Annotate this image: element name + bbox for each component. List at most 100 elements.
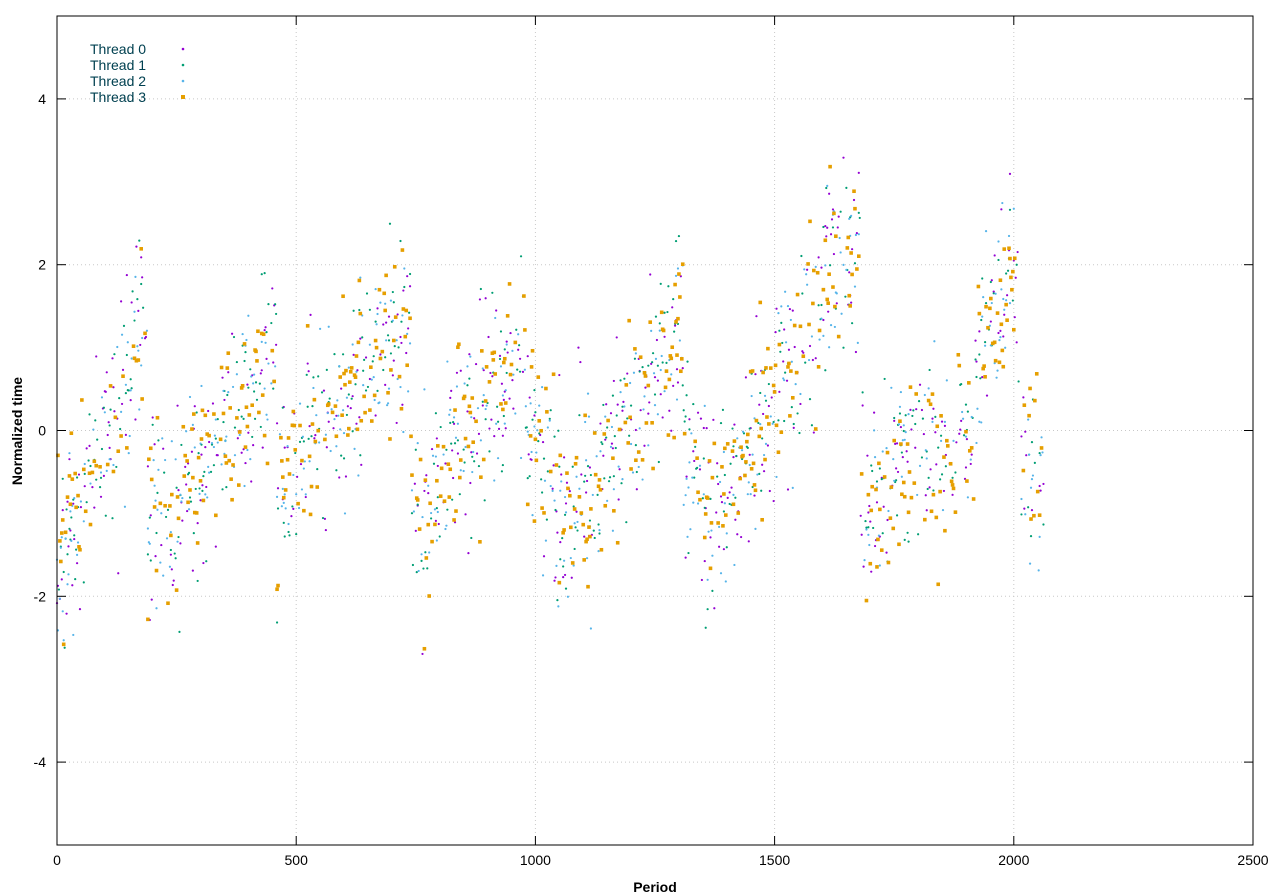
data-point (762, 453, 766, 457)
data-point (790, 405, 793, 409)
data-point (78, 547, 82, 552)
data-point (225, 366, 230, 370)
data-point (292, 473, 295, 477)
data-point (439, 425, 442, 429)
data-point (491, 358, 496, 362)
data-point (914, 392, 919, 396)
data-point (881, 450, 884, 453)
data-point (965, 479, 969, 483)
data-point (214, 513, 218, 518)
data-point (684, 494, 687, 497)
data-point (618, 468, 621, 471)
data-point (408, 316, 412, 321)
data-point (401, 403, 404, 406)
data-point (969, 446, 974, 450)
data-point (593, 536, 596, 540)
data-point (493, 479, 496, 482)
data-point (568, 493, 572, 498)
data-point (558, 453, 563, 458)
data-point (895, 467, 898, 470)
data-point (660, 354, 663, 358)
data-point (966, 410, 969, 413)
data-point (63, 646, 66, 649)
data-point (543, 479, 547, 482)
data-point (863, 559, 866, 562)
data-point (997, 240, 1000, 243)
data-point (1020, 435, 1023, 438)
data-point (561, 537, 564, 540)
data-point (725, 546, 728, 549)
data-point (430, 447, 434, 451)
data-point (791, 309, 794, 312)
data-point (545, 410, 549, 414)
data-point (438, 535, 441, 538)
data-point (526, 477, 529, 480)
data-point (698, 464, 702, 467)
data-point (433, 522, 437, 527)
data-point (692, 450, 695, 453)
data-point (149, 559, 152, 562)
data-point (656, 413, 659, 416)
data-point (469, 355, 472, 358)
data-point (653, 376, 657, 379)
data-point (629, 442, 633, 446)
data-point (501, 407, 505, 412)
data-point (765, 415, 769, 419)
data-point (63, 530, 68, 535)
data-point (643, 374, 648, 378)
data-point (549, 409, 552, 412)
data-point (940, 420, 944, 423)
data-point (676, 381, 680, 384)
data-point (313, 437, 316, 440)
data-point (826, 301, 830, 305)
data-point (71, 584, 74, 587)
data-point (952, 439, 955, 442)
data-point (98, 465, 102, 469)
data-point (180, 443, 183, 447)
data-point (717, 482, 720, 486)
data-point (546, 470, 549, 473)
data-point (60, 536, 63, 539)
data-point (1015, 263, 1018, 266)
data-point (960, 419, 963, 422)
data-point (129, 378, 132, 381)
data-point (228, 406, 232, 410)
data-point (347, 393, 350, 396)
data-point (747, 481, 750, 484)
data-point (659, 368, 662, 372)
data-point (842, 156, 845, 159)
data-point (490, 418, 493, 421)
data-point (978, 420, 981, 423)
data-point (751, 453, 754, 456)
data-point (762, 412, 765, 416)
data-point (1034, 372, 1039, 376)
data-point (721, 408, 725, 412)
data-point (125, 446, 129, 450)
data-point (872, 526, 875, 530)
data-point (921, 417, 925, 420)
data-point (386, 390, 390, 395)
data-point (537, 419, 542, 423)
data-point (313, 439, 318, 444)
data-point (1016, 250, 1019, 254)
data-point (382, 368, 385, 372)
data-point (140, 256, 143, 259)
data-point (108, 384, 113, 388)
data-point (376, 307, 379, 310)
data-point (725, 442, 730, 446)
data-point (512, 407, 515, 410)
data-point (896, 470, 900, 474)
data-point (449, 408, 452, 411)
data-point (964, 403, 968, 406)
data-point (318, 441, 321, 444)
data-point (1013, 316, 1016, 319)
data-point (166, 601, 170, 606)
data-point (291, 409, 296, 414)
data-point (740, 457, 744, 461)
data-point (551, 372, 556, 377)
data-point (389, 352, 393, 355)
data-point (403, 334, 408, 339)
data-point (759, 391, 762, 395)
data-point (137, 349, 140, 352)
data-point (584, 539, 588, 544)
